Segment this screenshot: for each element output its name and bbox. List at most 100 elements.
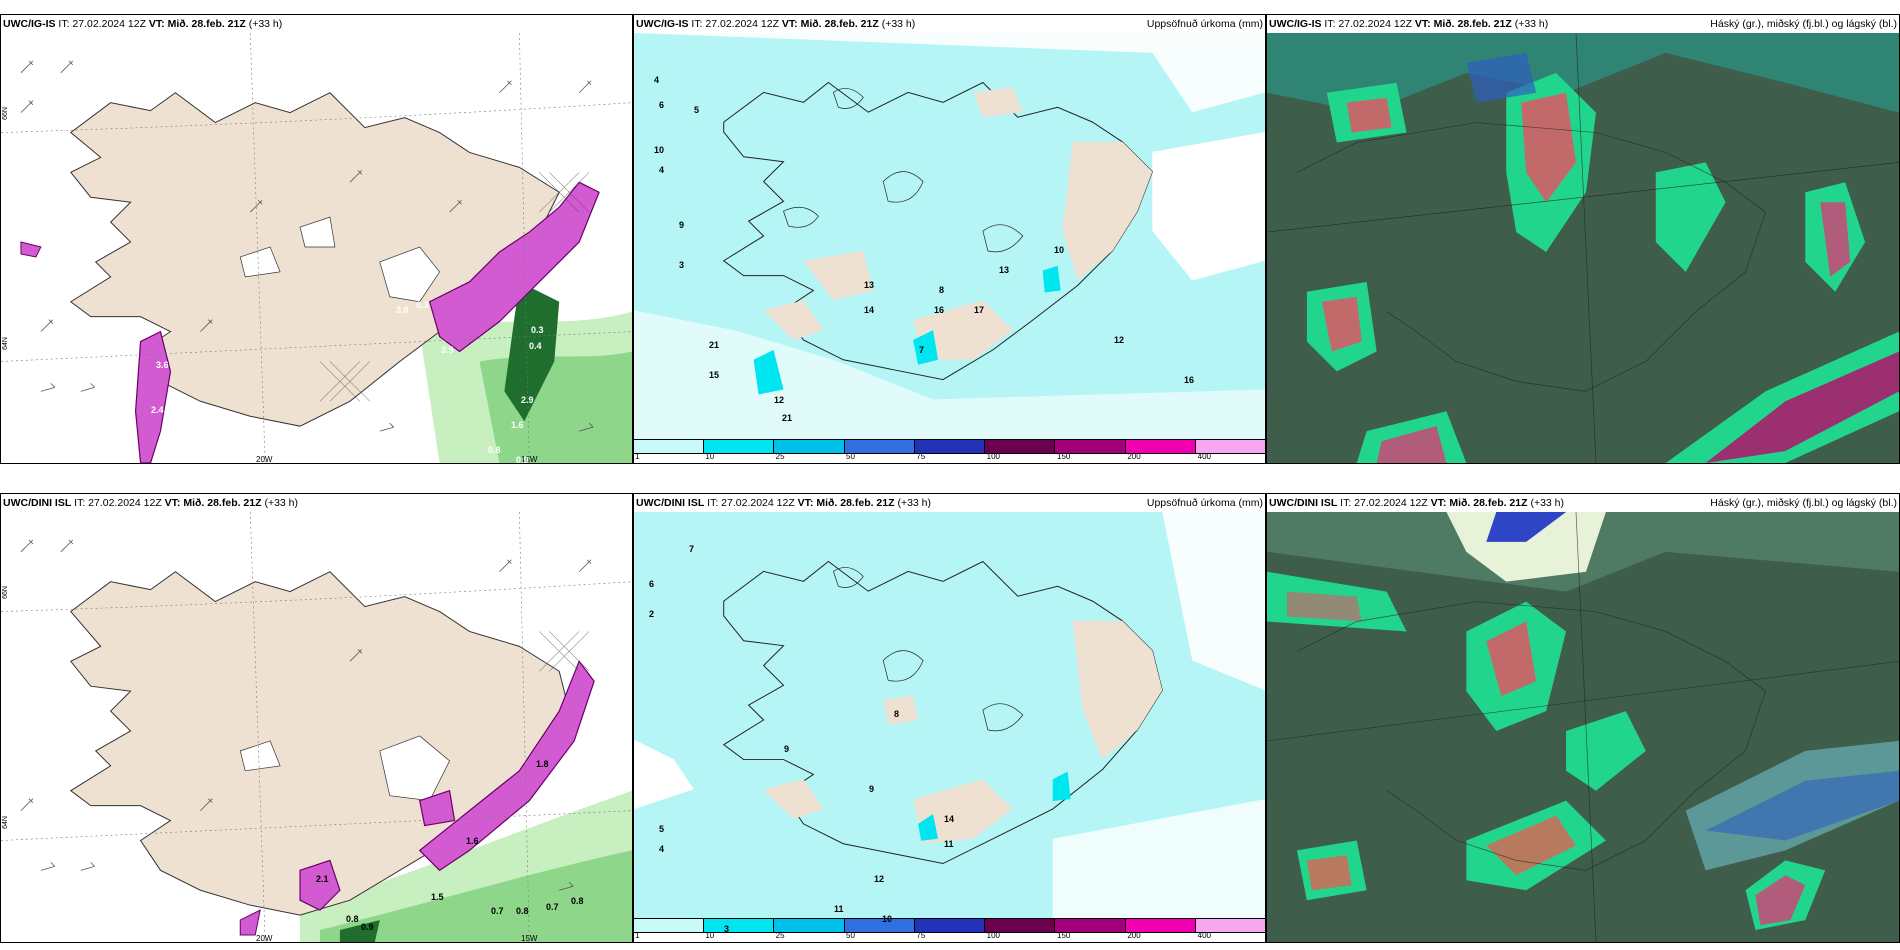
panel-clouds-bottom: UWC/DINI ISL IT: 27.02.2024 12Z VT: Mið.… [1266,493,1900,943]
value-label: 0.7 [546,902,559,912]
value-label: 14 [944,814,955,824]
value-label: 13 [864,280,875,290]
legend-label: 50 [846,931,855,940]
legend-swatch [844,919,915,932]
legend-label: 75 [916,931,926,940]
panel-header: UWC/IG-IS IT: 27.02.2024 12Z VT: Mið. 28… [1269,18,1897,30]
legend-label: 50 [846,452,855,461]
cloud-map [1267,512,1899,942]
legend-swatch [1125,919,1196,932]
legend-label: 1 [635,931,640,940]
legend-label: 25 [775,931,785,940]
legend-label: 200 [1127,452,1141,461]
value-label: 4 [659,165,665,175]
value-label: 2.9 [521,395,534,405]
panel-header: UWC/IG-IS IT: 27.02.2024 12Z VT: Mið. 28… [636,18,1263,30]
value-label: 15 [709,370,720,380]
value-label: 1.5 [431,892,444,902]
wind-snow-map [1,33,632,463]
legend-label: 25 [775,452,785,461]
value-label: 0.3 [531,325,544,335]
value-label: 21 [709,340,720,350]
panel-header: UWC/DINI ISL IT: 27.02.2024 12Z VT: Mið.… [636,497,1263,509]
legend-swatch [1125,440,1196,453]
value-label: 1.6 [511,420,524,430]
legend-swatch [704,919,775,932]
value-label: 0.7 [491,906,504,916]
wind-snow-map [1,512,632,942]
value-label: 1.8 [536,759,549,769]
value-label: 9 [784,744,790,754]
value-label: 0.9 [361,922,374,932]
value-label: 14 [864,305,875,315]
value-label: 0.8 [516,906,529,916]
value-label: 3 [724,924,730,934]
value-label: 7 [919,345,925,355]
legend-swatch [844,440,915,453]
value-label: 10 [654,145,665,155]
value-label: 1.6 [466,836,479,846]
panel-wind-snow-bottom: UWC/DINI ISL IT: 27.02.2024 12Z VT: Mið.… [0,493,633,943]
value-label: 21 [782,413,793,423]
legend-swatch [914,919,986,932]
legend-swatch [1195,919,1265,932]
legend-swatch [634,440,705,453]
precip-map [634,33,1265,439]
legend-swatch [1195,440,1265,453]
panel-wind-snow-top: UWC/IG-IS IT: 27.02.2024 12Z VT: Mið. 28… [0,14,633,464]
value-label: 6 [659,100,665,110]
panel-precip-top: UWC/IG-IS IT: 27.02.2024 12Z VT: Mið. 28… [633,14,1266,464]
panel-header: UWC/DINI ISL IT: 27.02.2024 12Z VT: Mið.… [3,497,299,509]
value-label: 3.5 [441,345,454,355]
value-label: 0.4 [529,341,542,351]
value-label: 16 [934,305,945,315]
value-label: 0.9 [516,455,529,464]
value-label: 8 [894,709,900,719]
value-label: 0.8 [346,914,359,924]
precip-legend: 1 10 25 50 75 100 150 200 400 [634,439,1265,463]
value-label: 2 [649,609,655,619]
lat-label: 66N [1,586,9,599]
value-label: 12 [874,874,885,884]
legend-label: 150 [1057,452,1071,461]
legend-swatch [774,440,845,453]
value-label: 8 [939,285,945,295]
value-label: 5 [694,105,700,115]
legend-label: 100 [986,452,1001,461]
panel-header: UWC/IG-IS IT: 27.02.2024 12Z VT: Mið. 28… [3,18,283,30]
value-label: 0.8 [488,445,501,455]
value-label: 0.3 [416,300,429,310]
lat-label: 64N [1,337,9,350]
value-label: 0.8 [571,896,584,906]
value-label: 12 [774,395,785,405]
panel-header: UWC/DINI ISL IT: 27.02.2024 12Z VT: Mið.… [1269,497,1897,509]
legend-label: 10 [705,452,715,461]
legend-swatch [914,440,986,453]
panel-precip-bottom: UWC/DINI ISL IT: 27.02.2024 12Z VT: Mið.… [633,493,1266,943]
value-label: 9 [679,220,685,230]
panel-clouds-top: UWC/IG-IS IT: 27.02.2024 12Z VT: Mið. 28… [1266,14,1900,464]
value-label: 17 [974,305,985,315]
legend-swatch [985,919,1056,932]
lat-label: 64N [1,816,9,829]
legend-label: 150 [1057,931,1071,940]
lon-label: 20W [256,455,273,464]
lat-label: 66N [1,107,9,120]
cloud-map [1267,33,1899,463]
lon-label: 15W [521,934,538,943]
legend-label: 200 [1127,931,1141,940]
precip-map [634,512,1265,918]
value-label: 3.0 [396,305,409,315]
legend-swatch [774,919,845,932]
legend-label: 1 [635,452,640,461]
legend-label: 400 [1197,931,1212,940]
legend-label: 100 [986,931,1001,940]
value-label: 11 [834,904,844,914]
legend-swatch [1055,919,1126,932]
value-label: 3 [679,260,685,270]
value-label: 2.1 [316,874,329,884]
value-label: 12 [1114,335,1125,345]
legend-swatch [1055,440,1126,453]
legend-label: 10 [705,931,715,940]
value-label: 4 [659,844,665,854]
